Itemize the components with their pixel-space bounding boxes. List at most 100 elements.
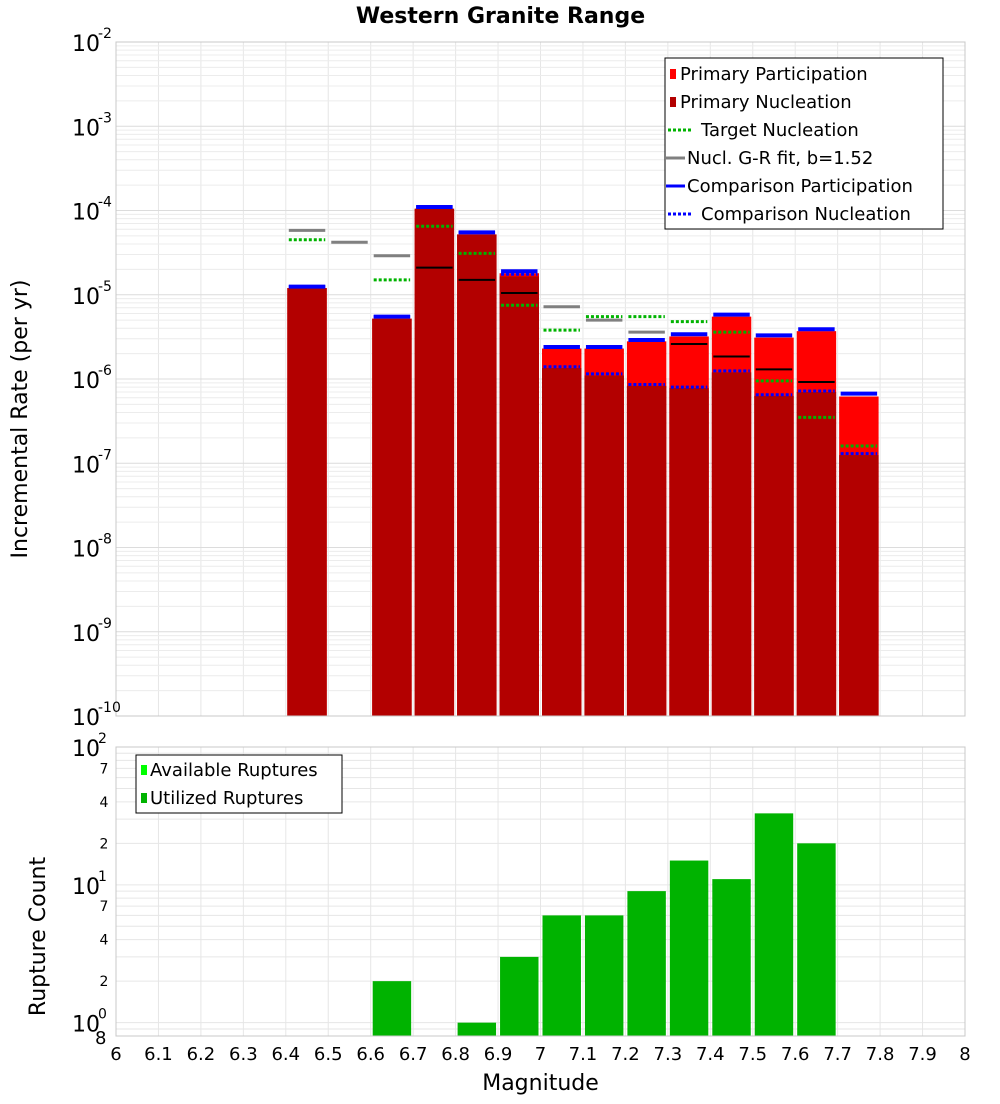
bottom-y-axis-title: Rupture Count [26,857,51,1017]
bottom-y-tick-label: 100 [72,1007,107,1038]
y-bottom-tick-label: 8 [95,1028,106,1049]
x-tick-label: 7.5 [738,1044,767,1065]
nucleation-bar [796,392,837,716]
utilized-bar [457,1022,497,1036]
legend-label: Available Ruptures [150,760,318,781]
top-y-tick-label: 10-7 [72,447,112,478]
nucleation-bar [669,388,709,716]
legend-swatch [141,793,147,803]
top-legend: Primary Participation Primary Nucleation T… [664,57,944,230]
top-y-tick-label: 10-4 [72,195,112,226]
nucleation-bar [414,208,455,717]
legend-item: Comparison Nucleation [668,204,911,225]
x-tick-label: 8 [959,1044,970,1065]
legend-item: Comparison Participation [666,176,913,197]
top-y-tick-label: 10-9 [72,616,112,647]
top-y-tick-label: 10-2 [72,26,112,57]
x-tick-label: 7.2 [611,1044,640,1065]
nucleation-bar [499,276,539,716]
x-tick-label: 7 [535,1044,546,1065]
y-tick-base: 10 [72,32,100,57]
top-y-tick-label: 10-8 [72,532,112,563]
x-tick-label: 6.7 [399,1044,428,1065]
legend-swatch [670,97,676,107]
x-axis-title: Magnitude [482,1071,599,1096]
y-minor-tick-label: 4 [100,795,109,811]
x-tick-label: 7.4 [696,1044,725,1065]
legend-label: Primary Nucleation [680,92,852,113]
utilized-bar [797,843,836,1036]
y-tick-exponent: -3 [98,110,112,126]
top-y-tick-label: 10-6 [72,363,112,394]
top-plot-frame [115,41,966,717]
legend-item: Utilized Ruptures [141,788,303,809]
legend-box [135,754,343,814]
x-tick-label: 7.8 [866,1044,895,1065]
x-tick-label: 6.3 [229,1044,258,1065]
y-tick-base: 10 [72,369,100,394]
y-tick-base: 10 [72,538,100,563]
legend-item: Primary Participation [670,64,868,85]
y-tick-exponent: 2 [98,731,107,747]
y-tick-exponent: -9 [98,616,112,632]
bottom-y-tick-label: 101 [72,869,107,900]
x-tick-label: 7.7 [823,1044,852,1065]
bottom-plot-frame [115,746,966,1037]
y-tick-exponent: 1 [98,869,107,885]
x-tick-label: 7.9 [908,1044,937,1065]
y-tick-base: 10 [72,285,100,310]
y-tick-exponent: 0 [98,1007,107,1023]
y-minor-tick-label: 2 [100,836,109,852]
y-tick-base: 10 [72,875,100,900]
nucleation-bar [457,234,497,717]
legend-label: Target Nucleation [700,120,859,141]
nucleation-bar [626,385,667,716]
nucleation-bar [711,372,752,716]
y-tick-base: 10 [72,201,100,226]
x-tick-label: 7.3 [654,1044,683,1065]
legend-item: Nucl. G-R fit, b=1.52 [666,148,873,169]
legend-swatch [141,765,147,775]
utilized-bar [627,891,666,1036]
top-y-tick-label: 10-10 [72,700,121,731]
y-tick-base: 10 [72,706,100,731]
x-tick-label: 6.5 [314,1044,343,1065]
nucleation-bar [372,318,412,716]
bottom-legend: Available Ruptures Utilized Ruptures [135,754,343,814]
x-tick-label: 6.4 [271,1044,300,1065]
y-tick-base: 10 [72,1013,100,1038]
y-minor-tick-label: 4 [100,933,109,949]
y-tick-exponent: -10 [98,700,121,716]
y-tick-base: 10 [72,622,100,647]
chart-title: Western Granite Range [356,4,645,29]
utilized-bar [669,860,709,1036]
y-tick-base: 10 [72,116,100,141]
x-tick-label: 6.8 [441,1044,470,1065]
top-plot: Western Granite Range10-1010-910-810-710… [8,4,966,731]
y-tick-exponent: -4 [98,195,112,211]
x-tick-label: 6.2 [187,1044,216,1065]
utilized-bar [712,879,751,1036]
x-tick-label: 6.6 [356,1044,385,1065]
x-tick-label: 7.1 [569,1044,598,1065]
top-y-axis-title: Incremental Rate (per yr) [8,280,33,559]
y-tick-exponent: -7 [98,447,112,463]
utilized-bar [584,915,624,1036]
top-y-tick-label: 10-3 [72,110,112,141]
y-minor-tick-label: 7 [100,899,109,915]
nucleation-bar [542,368,582,716]
x-tick-label: 7.6 [781,1044,810,1065]
bottom-y-tick-label: 102 [72,731,107,762]
utilized-bar [754,813,794,1036]
y-tick-exponent: -8 [98,532,112,548]
legend-label: Comparison Nucleation [701,204,911,225]
legend-item: Target Nucleation [668,120,859,141]
utilized-bar [542,915,581,1036]
legend-swatch [670,69,676,79]
y-tick-exponent: -5 [98,279,112,295]
y-minor-tick-label: 2 [100,974,109,990]
legend-item: Available Ruptures [141,760,318,781]
